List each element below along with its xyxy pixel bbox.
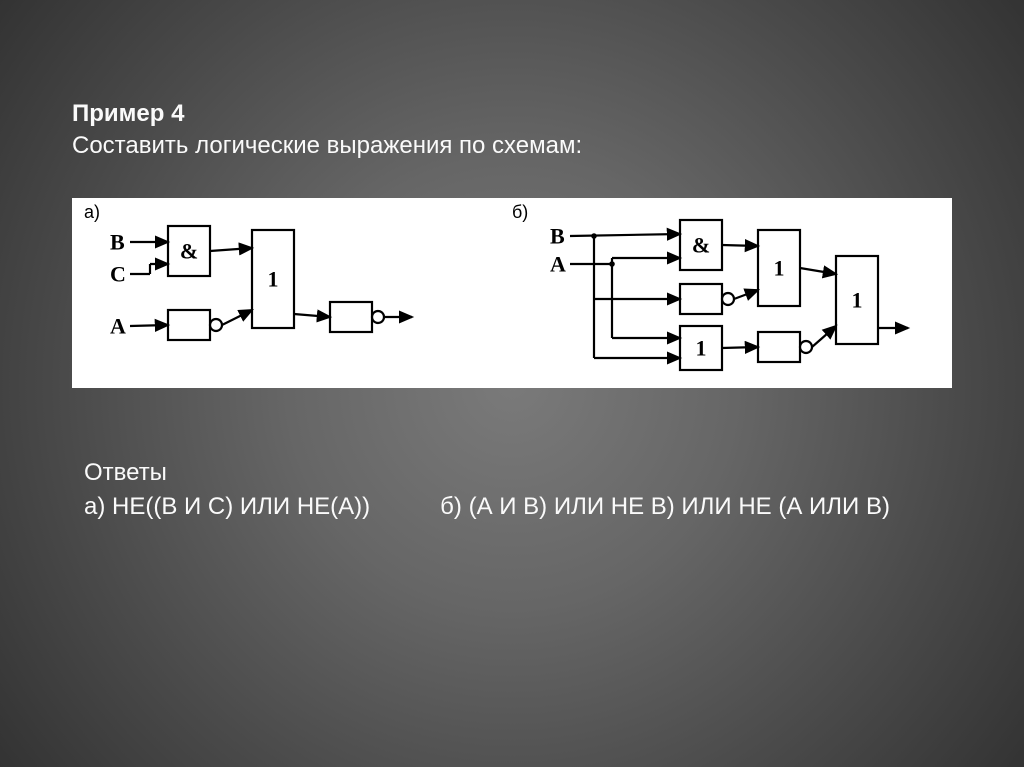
answers-block: Ответы а) НЕ((В И С) ИЛИ НЕ(А)) б) (А И … [84, 456, 890, 523]
example-subtitle: Составить логические выражения по схемам… [72, 130, 582, 162]
answer-a: а) НЕ((В И С) ИЛИ НЕ(А)) [84, 490, 370, 524]
title-block: Пример 4 Составить логические выражения … [72, 98, 582, 163]
answers-heading: Ответы [84, 456, 890, 490]
svg-text:б): б) [512, 202, 528, 222]
example-heading: Пример 4 [72, 98, 582, 130]
svg-text:B: B [550, 224, 565, 249]
answer-b: б) (А И В) ИЛИ НЕ В) ИЛИ НЕ (А ИЛИ В) [440, 490, 890, 524]
svg-text:C: C [110, 262, 126, 287]
svg-text:B: B [110, 230, 125, 255]
svg-text:а): а) [84, 202, 100, 222]
slide: Пример 4 Составить логические выражения … [0, 0, 1024, 767]
svg-text:1: 1 [852, 288, 863, 313]
svg-text:1: 1 [696, 336, 707, 361]
svg-text:1: 1 [268, 267, 279, 292]
svg-text:&: & [180, 239, 198, 264]
svg-text:&: & [692, 233, 710, 258]
logic-diagram-svg: а)BCA&1б)BA&111 [72, 198, 952, 388]
answers-row: а) НЕ((В И С) ИЛИ НЕ(А)) б) (А И В) ИЛИ … [84, 490, 890, 524]
svg-text:1: 1 [774, 256, 785, 281]
svg-text:A: A [550, 252, 566, 277]
svg-text:A: A [110, 314, 126, 339]
logic-diagram-container: а)BCA&1б)BA&111 [72, 198, 952, 388]
